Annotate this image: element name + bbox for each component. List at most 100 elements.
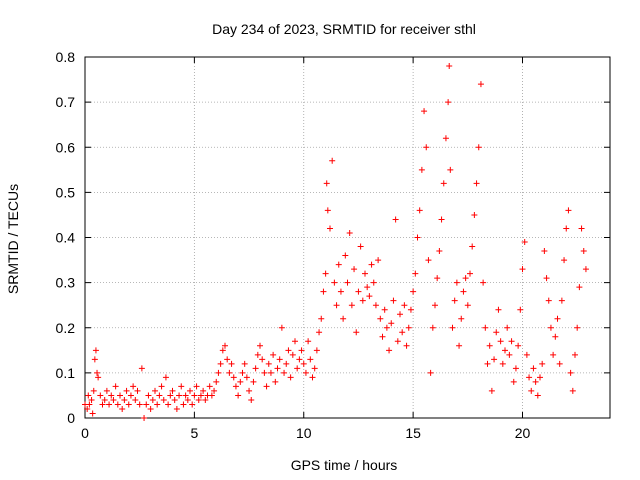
data-point (298, 347, 305, 354)
data-point (414, 234, 421, 241)
data-point (125, 401, 132, 408)
data-point (333, 302, 340, 309)
data-point (101, 396, 108, 403)
data-point (141, 415, 148, 421)
data-point (193, 383, 200, 390)
data-point (331, 279, 338, 286)
data-point (309, 374, 316, 381)
data-point (219, 347, 226, 354)
data-point (508, 338, 515, 345)
data-point (388, 320, 395, 327)
data-point (397, 311, 403, 318)
data-point (477, 81, 484, 88)
x-tick-label: 20 (515, 425, 531, 441)
data-point (160, 396, 167, 403)
data-point (178, 383, 185, 390)
data-point (368, 261, 375, 268)
data-point (202, 396, 209, 403)
data-point (313, 347, 320, 354)
data-point (580, 248, 587, 255)
data-point (344, 279, 351, 286)
data-point (191, 392, 198, 399)
data-point (530, 365, 537, 372)
data-point (257, 342, 263, 349)
data-point (554, 315, 561, 322)
data-point (296, 356, 303, 363)
data-point (123, 387, 130, 394)
y-tick-label: 0.8 (56, 49, 76, 65)
data-point (545, 297, 552, 304)
data-point (237, 378, 244, 385)
data-point (456, 342, 463, 349)
data-point (375, 257, 382, 264)
data-point (532, 378, 539, 385)
x-tick-label: 15 (405, 425, 421, 441)
data-point (453, 279, 460, 286)
data-point (224, 356, 231, 363)
data-point (429, 324, 436, 331)
data-point (506, 351, 513, 358)
data-point (252, 365, 259, 372)
data-point (460, 288, 467, 295)
x-tick-label: 5 (190, 425, 198, 441)
data-point (335, 261, 342, 268)
gridlines (85, 57, 610, 418)
data-point (386, 347, 393, 354)
data-point (550, 351, 557, 358)
data-point (311, 365, 318, 372)
data-point (167, 392, 174, 399)
data-point (208, 392, 215, 399)
data-point (355, 288, 362, 295)
data-point (471, 211, 478, 218)
y-tick-label: 0.2 (56, 320, 76, 336)
data-point (307, 356, 314, 363)
data-point (353, 329, 360, 336)
data-point (502, 347, 508, 354)
data-point (323, 180, 330, 187)
data-point (499, 360, 506, 367)
data-point (176, 392, 183, 399)
data-point (213, 378, 220, 385)
data-point (305, 338, 312, 345)
y-axis-label: SRMTID / TECUs (5, 184, 21, 294)
data-point (200, 387, 207, 394)
data-point (543, 275, 550, 282)
data-point (578, 225, 585, 232)
data-point (248, 396, 255, 403)
data-point (173, 405, 180, 412)
data-point (254, 351, 261, 358)
y-tick-label: 0.1 (56, 365, 76, 381)
data-point (99, 401, 106, 408)
data-point (521, 239, 528, 246)
data-point (300, 360, 307, 367)
data-point (119, 405, 126, 412)
data-point (265, 360, 272, 367)
data-point (526, 374, 533, 381)
data-point (169, 387, 176, 394)
data-point (222, 342, 228, 349)
data-point (267, 369, 274, 376)
data-point (348, 302, 355, 309)
data-point (322, 270, 329, 277)
data-point (432, 302, 438, 309)
data-point (370, 279, 377, 286)
data-point (504, 324, 511, 331)
data-point (462, 275, 469, 282)
data-point (480, 279, 487, 286)
data-point (278, 324, 285, 331)
data-point (187, 387, 193, 394)
data-point (274, 365, 281, 372)
data-point (491, 356, 498, 363)
data-point (510, 378, 517, 385)
data-point (372, 302, 379, 309)
data-point (197, 392, 204, 399)
data-point (318, 315, 325, 322)
data-point (276, 356, 283, 363)
data-point (366, 293, 373, 300)
data-point (114, 401, 121, 408)
data-point (217, 360, 224, 367)
data-point (534, 392, 541, 399)
data-point (112, 383, 119, 390)
data-point (324, 207, 331, 214)
